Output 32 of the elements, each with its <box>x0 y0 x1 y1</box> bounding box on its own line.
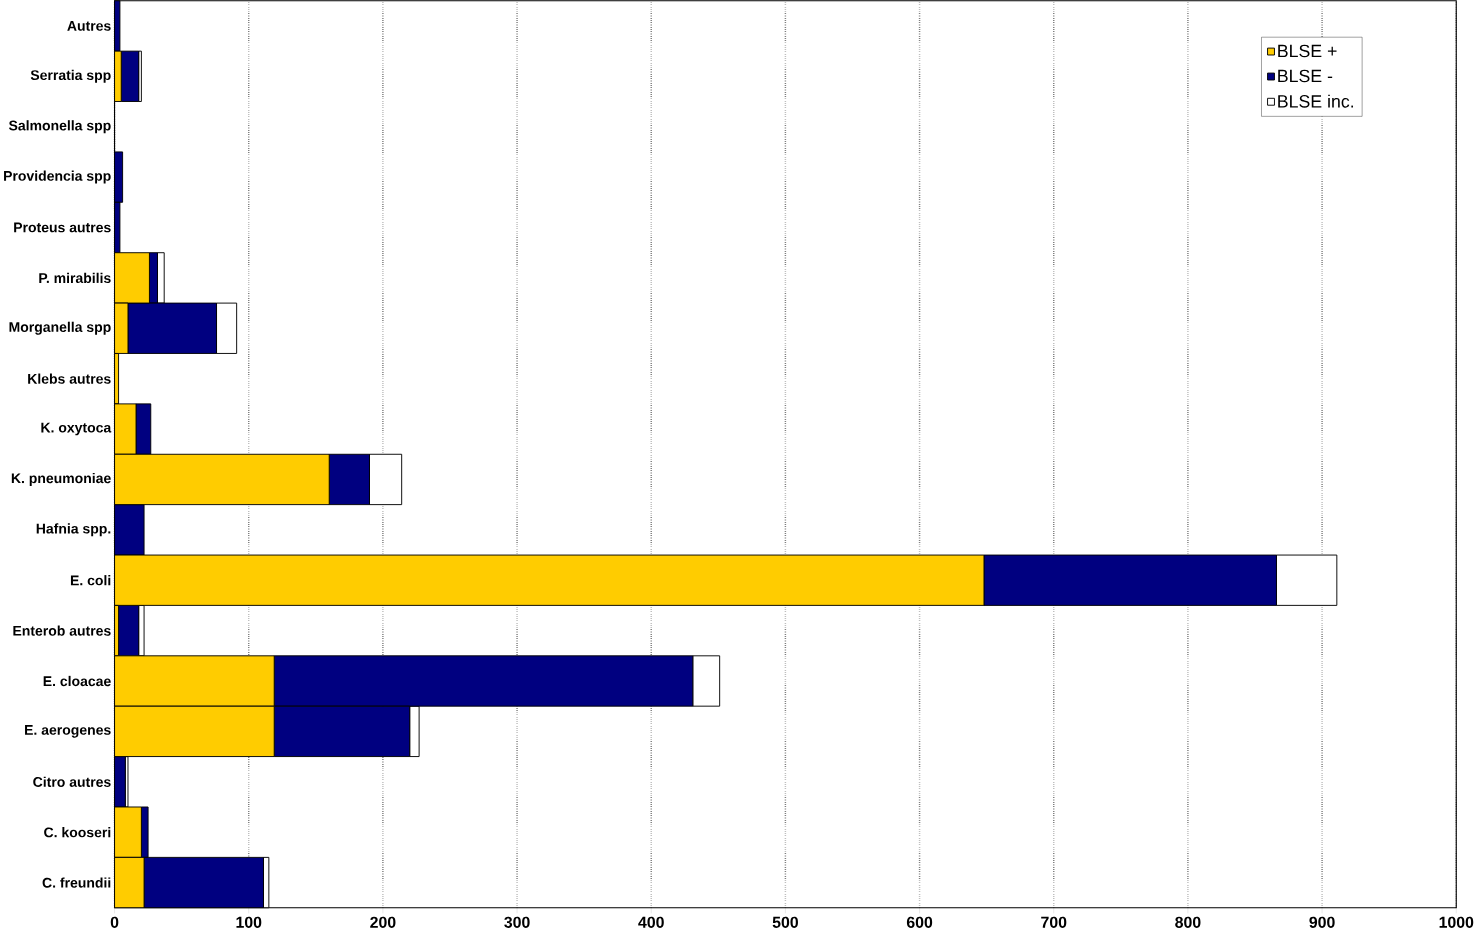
y-tick-label: E. aerogenes <box>25 725 111 738</box>
y-tick-label: Citro autres <box>33 776 111 787</box>
y-tick-label: Autres <box>67 21 111 31</box>
y-tick-label: Klebs autres <box>28 373 111 384</box>
y-tick-label: C. kooseri <box>44 827 111 838</box>
y-tick-label: Hafnia spp. <box>36 523 111 537</box>
y-tick-label: P. mirabilis <box>39 272 111 284</box>
x-tick-label: 100 <box>236 916 262 928</box>
x-tick-label: 400 <box>638 916 664 928</box>
y-tick-label: K. pneumoniae <box>11 472 111 486</box>
x-tick-label: 800 <box>1175 916 1201 928</box>
y-tick-label: K. oxytoca <box>41 422 112 436</box>
y-tick-label: Salmonella spp <box>8 120 111 134</box>
x-tick-label: 300 <box>504 916 530 928</box>
y-tick-label: E. coli <box>70 575 111 586</box>
y-tick-label: C. freundii <box>42 877 111 888</box>
x-tick-label: 200 <box>370 916 396 928</box>
y-tick-label: Proteus autres <box>14 222 111 233</box>
x-tick-label: 1000 <box>1439 916 1474 928</box>
legend-label: BLSE + <box>1278 44 1337 58</box>
legend-label: BLSE - <box>1278 69 1333 83</box>
y-tick-label: Enterob autres <box>13 625 111 636</box>
y-tick-label: E. cloacae <box>43 675 111 687</box>
legend-label: BLSE inc. <box>1278 94 1354 108</box>
x-tick-label: 700 <box>1041 916 1067 928</box>
x-tick-label: 600 <box>906 916 933 928</box>
x-tick-label: 900 <box>1309 916 1335 928</box>
x-tick-label: 500 <box>772 916 798 928</box>
y-tick-label: Morganella spp <box>9 321 111 335</box>
x-tick-label: 0 <box>110 916 119 928</box>
y-tick-label: Providencia spp <box>4 170 111 184</box>
y-tick-label: Serratia spp <box>30 69 111 83</box>
